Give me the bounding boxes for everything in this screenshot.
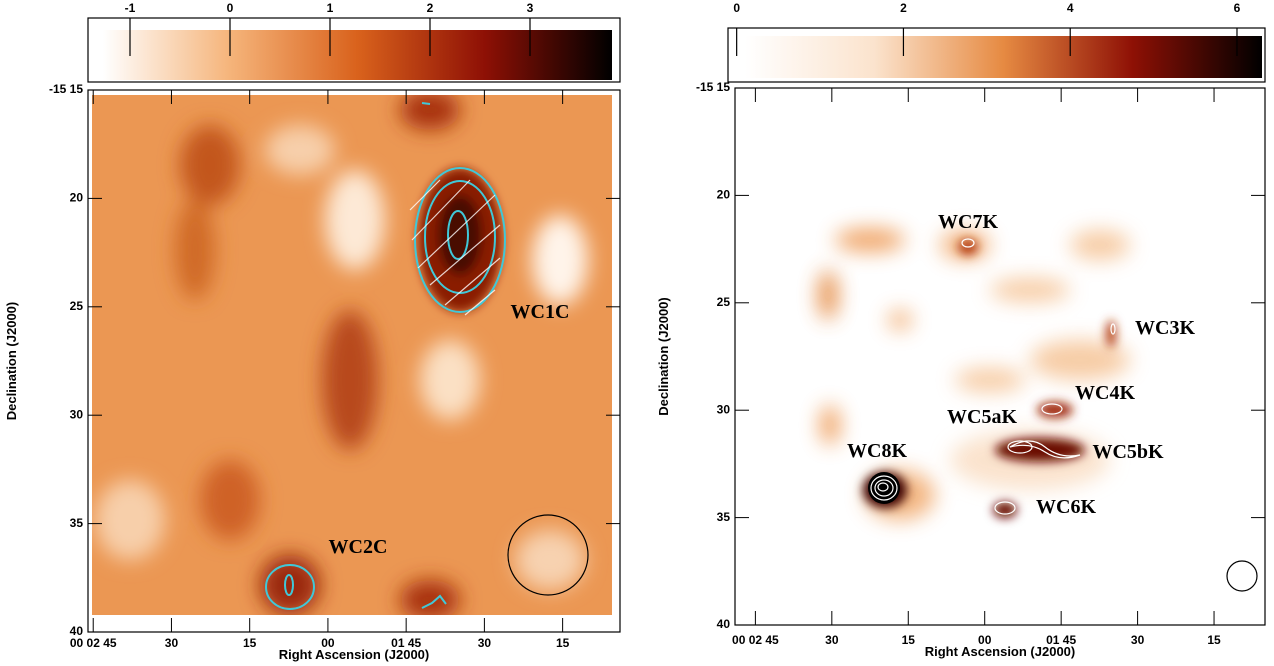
x-tick-label: 15 <box>1207 633 1221 647</box>
y-tick-label: 40 <box>717 617 731 631</box>
x-tick-label: 30 <box>1131 633 1145 647</box>
colorbar-tick-label: -1 <box>125 1 136 15</box>
y-axis-label: Declination (J2000) <box>4 302 19 421</box>
x-tick-label: 15 <box>902 633 916 647</box>
source-label: WC3K <box>1135 317 1195 339</box>
x-tick-label: 30 <box>165 636 179 650</box>
colorbar-tick-label: 2 <box>427 1 434 15</box>
y-tick-label: 30 <box>70 407 84 421</box>
source-label: WC4K <box>1075 382 1135 404</box>
source-label: WC5aK <box>947 406 1017 428</box>
source-label: WC7K <box>938 211 998 233</box>
x-tick-label: 00 <box>978 633 992 647</box>
source-label: WC2C <box>329 536 388 558</box>
colorbar-tick-label: 1 <box>327 1 334 15</box>
colorbar <box>103 30 612 80</box>
y-axis-label: Declination (J2000) <box>656 297 671 416</box>
plot-frame <box>87 89 621 633</box>
x-tick-label: 15 <box>243 636 257 650</box>
colorbar-tick-label: 6 <box>1234 1 1241 15</box>
y-tick-label: 40 <box>70 624 84 638</box>
x-tick-label: 01 45 <box>391 636 421 650</box>
y-tick-label: 25 <box>70 299 84 313</box>
y-tick-label: 35 <box>70 516 84 530</box>
source-label: WC1C <box>511 301 570 323</box>
colorbar-tick-label: 2 <box>900 1 907 15</box>
y-tick-label: 30 <box>717 402 731 416</box>
x-tick-label: 01 45 <box>1046 633 1076 647</box>
source-label: WC6K <box>1036 496 1096 518</box>
plot-frame <box>734 87 1266 626</box>
colorbar-tick-label: 0 <box>227 1 234 15</box>
colorbar-tick-label: 4 <box>1067 1 1074 15</box>
image-right <box>818 228 1258 592</box>
y-tick-label: 20 <box>717 188 731 202</box>
y-tick-label: 25 <box>717 295 731 309</box>
colorbar-tick-label: 0 <box>733 1 740 15</box>
x-axis-label: Right Ascension (J2000) <box>279 647 430 662</box>
x-axis-label: Right Ascension (J2000) <box>925 644 1076 659</box>
colorbar <box>745 36 1262 78</box>
x-tick-label: 00 <box>321 636 335 650</box>
x-tick-label: 00 02 45 <box>732 633 779 647</box>
y-tick-label: 20 <box>70 191 84 205</box>
x-tick-label: 30 <box>825 633 839 647</box>
source-label: WC8K <box>847 440 907 462</box>
x-tick-label: 30 <box>478 636 492 650</box>
x-tick-label: 15 <box>556 636 570 650</box>
source-label: WC5bK <box>1092 441 1164 463</box>
x-tick-label: 00 02 45 <box>70 636 117 650</box>
y-tick-label: -15 15 <box>49 82 83 96</box>
y-tick-label: 35 <box>717 510 731 524</box>
y-tick-label: -15 15 <box>696 80 730 94</box>
image-left <box>92 95 612 615</box>
colorbar-tick-label: 3 <box>527 1 534 15</box>
